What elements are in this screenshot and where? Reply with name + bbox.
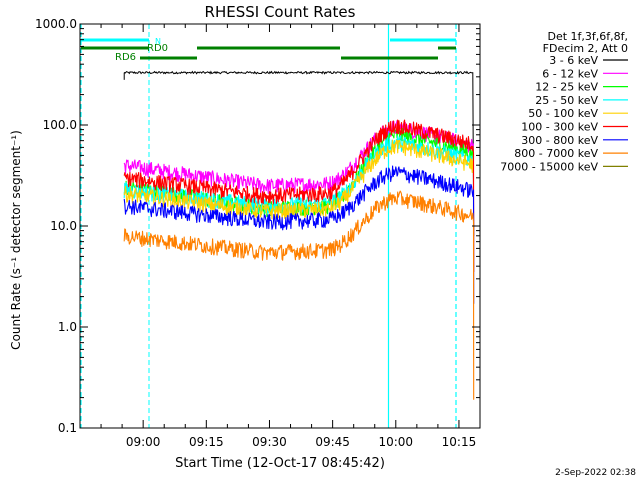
flag-label-n: N xyxy=(155,37,161,46)
series-line xyxy=(123,119,475,273)
series-line xyxy=(123,190,475,400)
legend-label: 50 - 100 keV xyxy=(528,107,598,120)
y-tick-label: 1.0 xyxy=(58,320,77,334)
footer-timestamp: 2-Sep-2022 02:38 xyxy=(555,468,636,478)
chart-title: RHESSI Count Rates xyxy=(205,3,356,21)
x-tick-label: 09:00 xyxy=(126,435,161,449)
y-tick-label: 0.1 xyxy=(58,421,77,435)
x-axis: 09:00 09:15 09:30 09:45 10:00 10:15 xyxy=(79,24,481,449)
y-axis: 1000.0 100.0 10.0 1.0 0.1 xyxy=(35,17,480,435)
x-tick-label: 10:00 xyxy=(378,435,413,449)
x-tick-label: 09:15 xyxy=(189,435,224,449)
series-line xyxy=(123,120,475,194)
legend-label: 7000 - 15000 keV xyxy=(500,160,598,173)
y-tick-label: 10.0 xyxy=(50,219,77,233)
x-axis-label: Start Time (12-Oct-17 08:45:42) xyxy=(175,456,385,471)
legend-label: 100 - 300 keV xyxy=(521,121,598,134)
y-axis-label: Count Rate (s⁻¹ detector segment⁻¹) xyxy=(9,130,23,350)
flag-label-rd0: RD0 xyxy=(147,43,168,54)
series-line xyxy=(123,70,475,236)
series-line xyxy=(123,165,475,304)
series-lines xyxy=(123,70,475,400)
x-tick-label: 09:45 xyxy=(315,435,350,449)
legend-label: 6 - 12 keV xyxy=(542,67,598,80)
legend-label: 3 - 6 keV xyxy=(549,54,598,67)
x-tick-label: 09:30 xyxy=(252,435,287,449)
legend-label: 300 - 800 keV xyxy=(521,134,598,147)
legend-label: 800 - 7000 keV xyxy=(514,147,598,160)
legend-label: 12 - 25 keV xyxy=(535,81,598,94)
legend-header-line-2: FDecim 2, Att 0 xyxy=(543,42,628,55)
legend-label: 25 - 50 keV xyxy=(535,94,598,107)
x-tick-label: 10:15 xyxy=(442,435,477,449)
y-tick-label: 100.0 xyxy=(43,118,77,132)
legend-header-line-1: Det 1f,3f,6f,8f, xyxy=(547,30,628,43)
y-tick-label: 1000.0 xyxy=(35,17,77,31)
legend: Det 1f,3f,6f,8f, FDecim 2, Att 0 3 - 6 k… xyxy=(500,30,628,173)
flag-label-rd6: RD6 xyxy=(115,52,136,63)
